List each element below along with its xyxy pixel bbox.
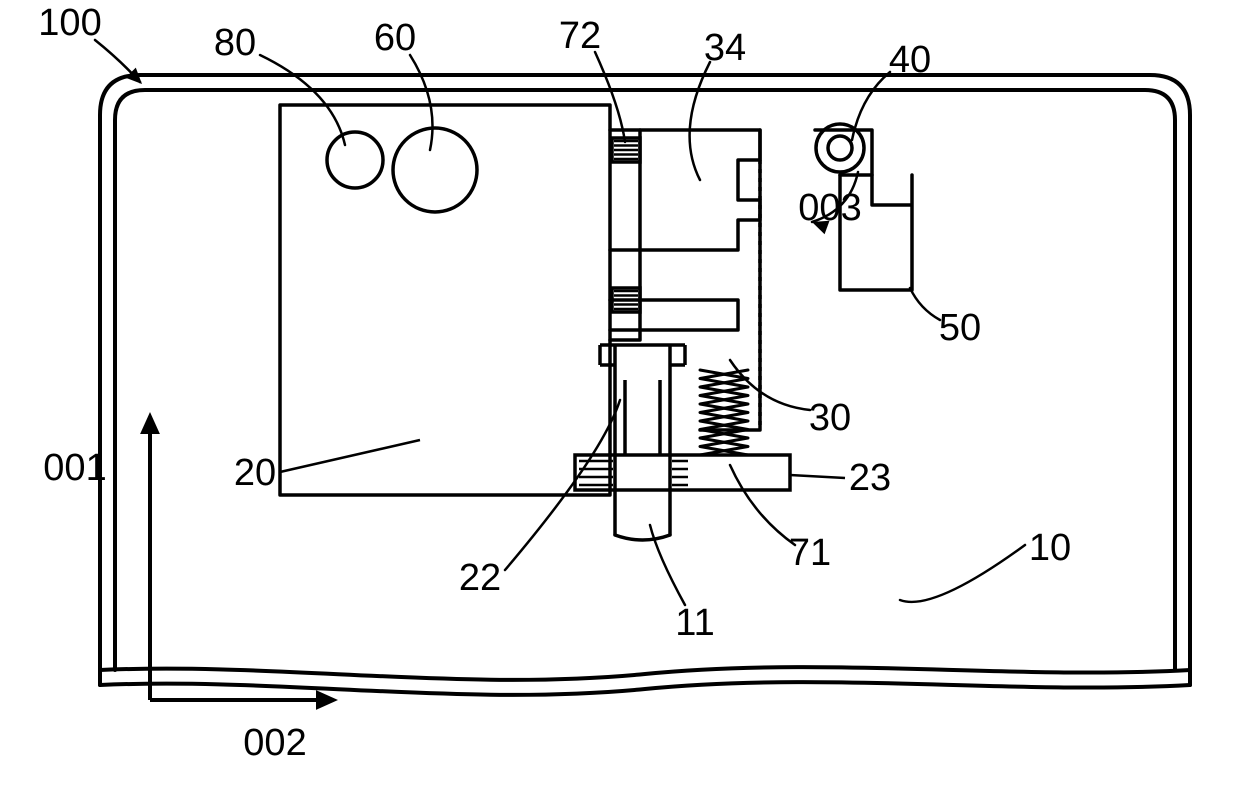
- diagram-stroke: [910, 288, 940, 320]
- diagram-stroke: [327, 132, 383, 188]
- diagram-stroke: [100, 75, 1190, 685]
- diagram-stroke: [280, 440, 420, 472]
- label-60: 60: [374, 17, 416, 59]
- label-30: 30: [809, 397, 851, 439]
- diagram-stroke: [900, 545, 1025, 602]
- diagram-stroke: [828, 136, 852, 160]
- label-20: 20: [234, 452, 276, 494]
- label-22: 22: [459, 557, 501, 599]
- diagram-stroke: [316, 690, 338, 710]
- label-003: 003: [798, 187, 861, 229]
- label-001: 001: [43, 447, 106, 489]
- diagram-stroke: [260, 55, 345, 145]
- patent-figure: 10080607234400035030231071112220001002: [0, 0, 1239, 806]
- label-50: 50: [939, 307, 981, 349]
- label-72: 72: [559, 15, 601, 57]
- diagram-stroke: [115, 90, 1175, 670]
- label-002: 002: [243, 722, 306, 764]
- diagram-stroke: [690, 62, 710, 180]
- label-80: 80: [214, 22, 256, 64]
- label-71: 71: [789, 532, 831, 574]
- label-100: 100: [38, 2, 101, 44]
- diagram-stroke: [100, 682, 1190, 695]
- label-23: 23: [849, 457, 891, 499]
- label-11: 11: [675, 602, 714, 644]
- diagram-stroke: [790, 475, 845, 478]
- diagram-stroke: [280, 105, 610, 495]
- label-10: 10: [1029, 527, 1071, 569]
- diagram-stroke: [140, 412, 160, 434]
- diagram-stroke: [615, 535, 670, 540]
- diagram-stroke: [100, 667, 1190, 680]
- label-40: 40: [889, 39, 931, 81]
- diagram-stroke: [393, 128, 477, 212]
- diagram-stroke: [730, 465, 795, 545]
